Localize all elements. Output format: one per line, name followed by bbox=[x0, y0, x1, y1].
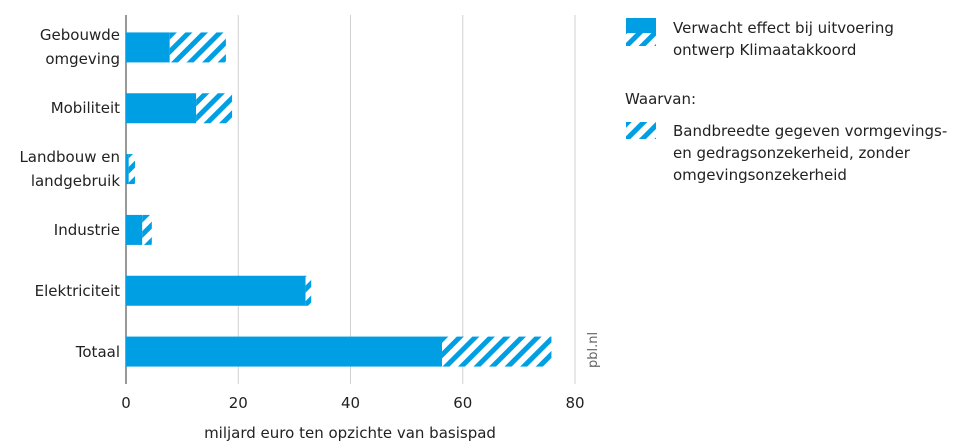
y-tick-label: Industrie bbox=[53, 220, 120, 239]
bar-range bbox=[441, 336, 552, 367]
bar-range bbox=[142, 214, 152, 245]
bar bbox=[126, 214, 143, 245]
legend-label: Verwacht effect bij uitvoering ontwerp K… bbox=[673, 19, 894, 59]
bar bbox=[126, 154, 129, 185]
legend-swatch bbox=[626, 122, 656, 139]
bar bbox=[126, 275, 306, 306]
x-tick-label: 0 bbox=[121, 394, 131, 412]
x-tick-label: 20 bbox=[229, 394, 248, 412]
y-tick-label: Elektriciteit bbox=[34, 281, 120, 300]
bar bbox=[126, 336, 442, 367]
x-tick-label: 40 bbox=[341, 394, 360, 412]
y-tick-label: Gebouwde omgeving bbox=[39, 26, 120, 69]
legend-swatch bbox=[626, 33, 656, 46]
bar-range bbox=[169, 32, 226, 63]
x-axis-label: miljard euro ten opzichte van basispad bbox=[204, 424, 496, 442]
y-tick-label: Landbouw en landgebruik bbox=[19, 148, 120, 191]
bar bbox=[126, 32, 170, 63]
legend-heading: Waarvan: bbox=[625, 90, 697, 108]
y-tick-label: Mobiliteit bbox=[50, 99, 120, 118]
source: pbl.nl bbox=[586, 332, 601, 368]
bar-range bbox=[128, 154, 135, 185]
x-tick-label: 80 bbox=[565, 394, 584, 412]
bar-range bbox=[196, 93, 233, 124]
legend-swatch bbox=[626, 18, 656, 33]
legend-label: Bandbreedte gegeven vormgevings- en gedr… bbox=[673, 122, 948, 184]
x-tick-label: 60 bbox=[453, 394, 472, 412]
bar bbox=[126, 93, 197, 124]
y-tick-label: Totaal bbox=[75, 342, 120, 361]
bar-range bbox=[305, 275, 312, 306]
